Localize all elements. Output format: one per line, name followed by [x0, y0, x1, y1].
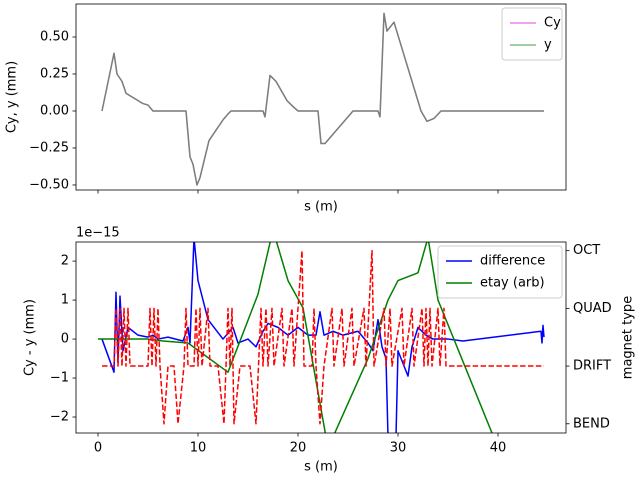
- y-tick-label: −1: [50, 371, 69, 386]
- x-axis-label: s (m): [304, 460, 338, 475]
- plot-area: [98, 242, 545, 433]
- plot-area: [101, 12, 544, 186]
- y2-tick-label: QUAD: [573, 301, 612, 316]
- legend-box: [437, 245, 563, 299]
- y-tick-label: 0.25: [40, 66, 69, 81]
- y2-tick-label: DRIFT: [573, 359, 611, 374]
- legend: difference etay (arb): [437, 245, 563, 299]
- y-tick-label: 0.00: [40, 103, 69, 118]
- series-line: [101, 12, 544, 186]
- y-tick-label: −0.50: [29, 177, 69, 192]
- legend: Cy y: [501, 7, 563, 61]
- series-line: [101, 12, 544, 186]
- y2-axis-label: magnet type: [621, 296, 636, 379]
- y-tick-label: −2: [50, 410, 69, 425]
- chart: 0.50 0.25 0.00 −0.25 −0.50 s (m) Cy, y (mm) Cy y: [5, 3, 567, 215]
- legend-label: etay (arb): [480, 276, 545, 291]
- y-axis-label: Cy, y (mm): [5, 61, 20, 133]
- y-tick-label: −0.25: [29, 140, 69, 155]
- y2-tick-label: BEND: [573, 416, 610, 431]
- y-tick-label: 0: [61, 332, 69, 347]
- y-tick-label: 0.50: [40, 29, 69, 44]
- legend-label: difference: [480, 254, 545, 269]
- legend-box: [501, 7, 563, 61]
- x-tick-label: 10: [190, 441, 207, 456]
- offset-text: 1e−15: [76, 226, 120, 241]
- x-tick-label: 40: [490, 441, 507, 456]
- y-axis-label: Cy - y (mm): [23, 299, 38, 376]
- legend-label: y: [544, 38, 552, 53]
- x-axis-label: s (m): [304, 200, 338, 215]
- y-tick-label: 2: [61, 254, 69, 269]
- axes-frame: [75, 241, 567, 434]
- x-tick-label: 30: [390, 441, 407, 456]
- axes-frame: [75, 3, 567, 191]
- y-tick-label: 1: [61, 293, 69, 308]
- series-line: [102, 249, 544, 425]
- x-tick-label: 0: [94, 441, 102, 456]
- x-tick-label: 20: [290, 441, 307, 456]
- y2-tick-label: OCT: [573, 243, 600, 258]
- legend-label: Cy: [544, 16, 561, 31]
